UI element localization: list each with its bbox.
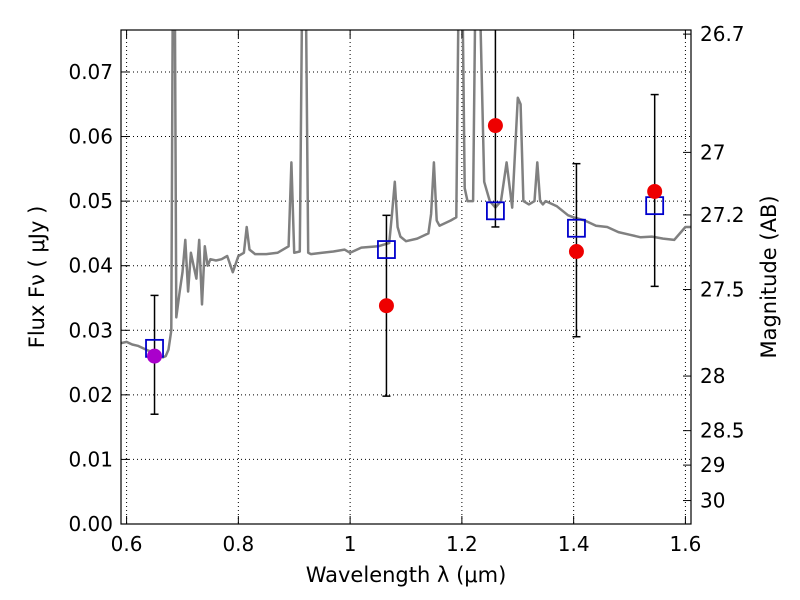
model-photometry-point — [377, 240, 396, 259]
mag-tick-label: 27 — [700, 140, 725, 164]
y-tick-label: 0.03 — [68, 318, 113, 342]
x-tick-label: 1 — [344, 532, 357, 556]
y-axis-magnitude: 26.7 27 27.2 27.5 28 28.5 29 30 — [683, 22, 745, 513]
spectrum-line — [121, 30, 691, 359]
mag-tick-label: 29 — [700, 453, 725, 477]
y-tick-label: 0.05 — [68, 189, 113, 213]
mag-tick-label: 28.5 — [700, 419, 745, 443]
x-axis-label: Wavelength λ (μm) — [306, 563, 507, 587]
y-tick-label: 0.01 — [68, 447, 113, 471]
model-photometry-markers — [145, 196, 665, 358]
mag-tick-label: 26.7 — [700, 22, 745, 46]
x-tick-label: 0.8 — [222, 532, 254, 556]
observed-photometry-point — [147, 348, 163, 364]
y-axis-label: Flux Fν ( μJy ) — [25, 206, 49, 349]
y-tick-label: 0.02 — [68, 383, 113, 407]
model-photometry-point — [567, 218, 586, 238]
y-tick-label: 0.07 — [68, 60, 113, 84]
observed-photometry-point — [378, 298, 394, 314]
y-tick-label: 0.04 — [68, 254, 113, 278]
x-tick-label: 0.6 — [111, 532, 143, 556]
observed-photometry-point — [647, 183, 663, 199]
observed-photometry-point — [487, 118, 503, 134]
error-bars — [150, 30, 659, 415]
grid — [121, 30, 691, 525]
model-photometry-point — [486, 201, 505, 221]
model-spectrum — [121, 30, 691, 359]
mag-tick-label: 27.5 — [700, 278, 745, 302]
x-tick-label: 1.4 — [558, 532, 590, 556]
y-tick-label: 0.06 — [68, 125, 113, 149]
x-axis: 0.6 0.8 1 1.2 1.4 1.6 — [111, 30, 702, 556]
x-tick-label: 1.6 — [670, 532, 702, 556]
observed-photometry-markers — [147, 118, 663, 364]
mag-tick-label: 30 — [700, 489, 725, 513]
y2-axis-label: Magnitude (AB) — [757, 195, 781, 358]
mag-tick-label: 28 — [700, 364, 725, 388]
y-tick-label: 0.00 — [68, 512, 113, 536]
plot-frame — [120, 29, 692, 525]
mag-tick-label: 27.2 — [700, 203, 745, 227]
observed-photometry-point — [568, 243, 584, 259]
y-axis-flux: 0.00 0.01 0.02 0.03 0.04 0.05 0.06 0.07 — [68, 60, 129, 536]
x-tick-label: 1.2 — [446, 532, 478, 556]
